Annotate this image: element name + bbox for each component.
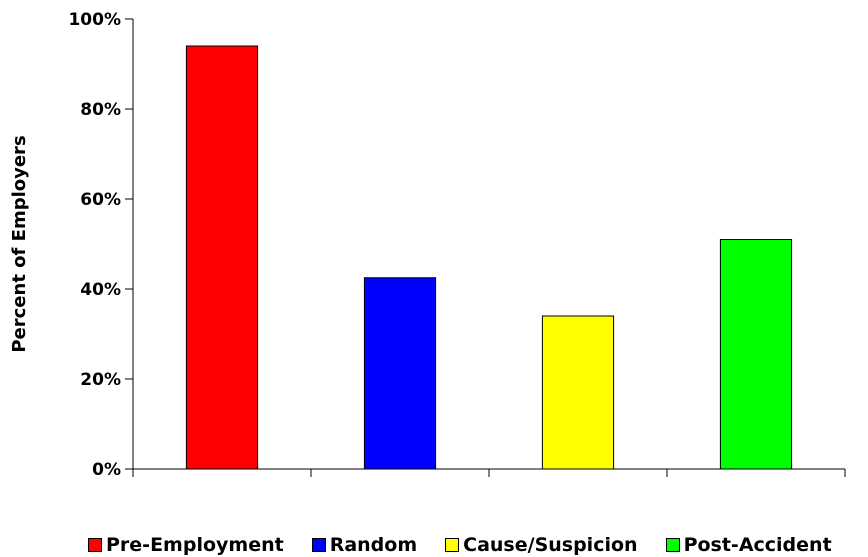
legend-label-0: Pre-Employment	[106, 534, 284, 556]
y-tick-label: 80%	[80, 100, 121, 120]
bar-cause-suspicion	[541, 315, 615, 470]
legend-label-1: Random	[329, 534, 418, 556]
legend-item-1: Random	[311, 534, 418, 556]
y-axis-title: Percent of Employers	[9, 135, 30, 352]
legend-item-2: Cause/Suspicion	[445, 534, 638, 556]
legend-swatch-1	[311, 538, 326, 552]
y-tick-label: 20%	[80, 370, 121, 390]
plot-area: 0% 20% 40% 60% 80% 100%	[68, 10, 846, 480]
bar-chart: 0% 20% 40% 60% 80% 100% Percent of Employers	[9, 10, 846, 480]
bar-pre-employment	[185, 45, 259, 470]
legend-swatch-2	[445, 538, 460, 552]
legend-swatch-0	[88, 538, 102, 552]
bar-post-accident	[719, 239, 793, 470]
bar-random	[363, 277, 437, 470]
legend-label-3: Post-Accident	[683, 534, 832, 556]
legend-label-2: Cause/Suspicion	[463, 534, 638, 556]
y-tick-label: 100%	[68, 10, 121, 30]
y-tick-label: 60%	[80, 190, 121, 210]
legend-item-0: Pre-Employment	[88, 534, 284, 556]
y-tick-label: 0%	[92, 460, 121, 480]
legend-swatch-3	[665, 538, 680, 552]
legend: Pre-Employment Random Cause/Suspicion Po…	[88, 533, 868, 557]
legend-item-3: Post-Accident	[665, 534, 832, 556]
y-tick-label: 40%	[80, 280, 121, 300]
